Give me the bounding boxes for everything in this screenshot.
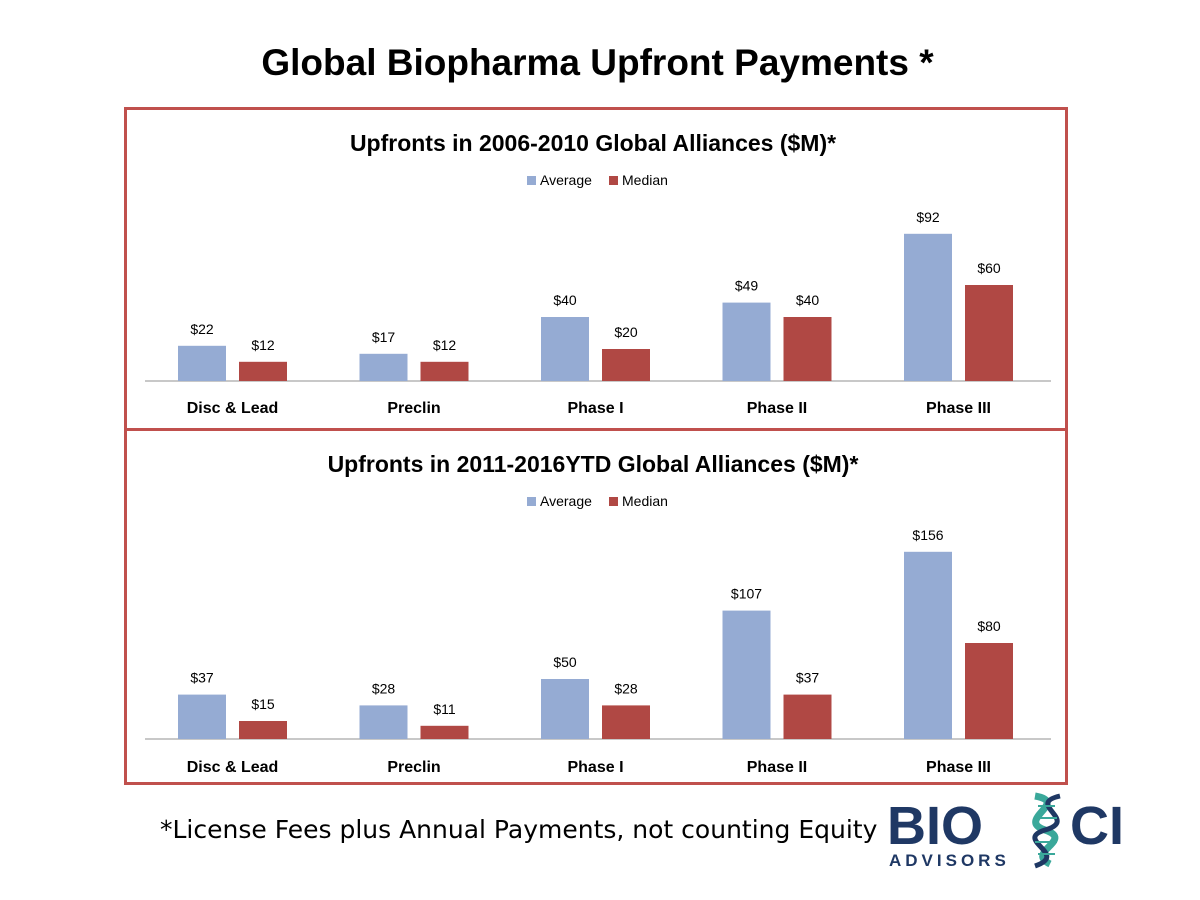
bar-average <box>359 705 408 739</box>
data-label: $28 <box>372 680 396 696</box>
logo-text-right: CI <box>1070 796 1124 856</box>
chart-title: Upfronts in 2011-2016YTD Global Alliance… <box>328 451 859 477</box>
bar-median <box>239 721 287 739</box>
chart-frame <box>124 107 1068 785</box>
data-label: $15 <box>251 696 275 712</box>
bar-average <box>359 353 408 381</box>
bar-median <box>965 643 1013 739</box>
data-label: $37 <box>796 670 820 686</box>
data-label: $12 <box>433 337 457 353</box>
x-tick-label: Phase II <box>747 400 807 417</box>
x-tick-label: Phase III <box>926 400 991 417</box>
legend-swatch-median <box>609 176 618 185</box>
bar-average <box>541 317 589 381</box>
bar-median <box>783 317 832 381</box>
data-label: $49 <box>735 278 759 294</box>
data-label: $20 <box>614 324 638 340</box>
bar-median <box>420 361 469 381</box>
data-label: $92 <box>916 209 940 225</box>
data-label: $40 <box>796 292 820 308</box>
bar-median <box>602 705 650 739</box>
x-tick-label: Preclin <box>387 759 440 776</box>
data-label: $107 <box>731 586 762 602</box>
data-label: $156 <box>912 527 943 543</box>
x-tick-label: Phase I <box>567 400 623 417</box>
legend-label-average: Average <box>540 172 592 188</box>
chart-2006-2010: Upfronts in 2006-2010 Global Alliances (… <box>145 130 1051 417</box>
chart-title: Upfronts in 2006-2010 Global Alliances (… <box>350 130 836 156</box>
data-label: $22 <box>190 321 214 337</box>
footnote: *License Fees plus Annual Payments, not … <box>160 815 878 844</box>
data-label: $11 <box>433 701 456 717</box>
biosci-advisors-logo: BIO CI ADVISORS <box>887 792 1124 870</box>
x-tick-label: Phase III <box>926 759 991 776</box>
bar-median <box>420 725 469 739</box>
legend-swatch-average <box>527 176 536 185</box>
data-label: $28 <box>614 680 638 696</box>
data-label: $12 <box>251 337 275 353</box>
chart-divider <box>124 428 1068 431</box>
bar-median <box>602 349 650 381</box>
bar-average <box>722 302 771 381</box>
bar-average <box>541 679 589 739</box>
bar-average <box>904 233 952 381</box>
bar-median <box>783 694 832 739</box>
data-label: $60 <box>977 260 1001 276</box>
chart-2011-2016ytd: Upfronts in 2011-2016YTD Global Alliance… <box>145 451 1051 776</box>
legend-label-median: Median <box>622 172 668 188</box>
data-label: $80 <box>977 618 1001 634</box>
data-label: $17 <box>372 329 396 345</box>
data-label: $37 <box>190 670 214 686</box>
x-tick-label: Phase II <box>747 759 807 776</box>
bar-average <box>178 694 226 739</box>
dna-helix-icon <box>1032 792 1061 869</box>
page-title: Global Biopharma Upfront Payments * <box>261 42 934 83</box>
legend-label-average: Average <box>540 493 592 509</box>
bar-average <box>722 610 771 739</box>
x-tick-label: Disc & Lead <box>187 759 279 776</box>
data-label: $50 <box>553 654 577 670</box>
bar-median <box>239 361 287 381</box>
legend-swatch-median <box>609 497 618 506</box>
bar-average <box>904 551 952 739</box>
logo-text-left: BIO <box>887 796 983 856</box>
x-tick-label: Disc & Lead <box>187 400 279 417</box>
bar-median <box>965 285 1013 381</box>
x-tick-label: Phase I <box>567 759 623 776</box>
legend-swatch-average <box>527 497 536 506</box>
logo-subtext: ADVISORS <box>889 851 1010 870</box>
bar-average <box>178 345 226 381</box>
data-label: $40 <box>553 292 577 308</box>
x-tick-label: Preclin <box>387 400 440 417</box>
legend-label-median: Median <box>622 493 668 509</box>
